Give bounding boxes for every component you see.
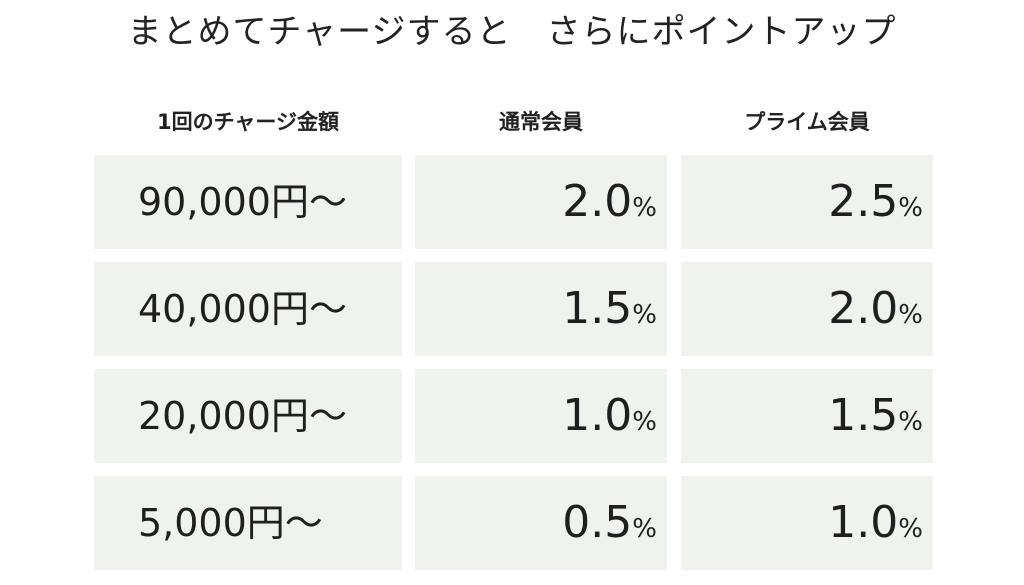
charge-amount-cell: 5,000円〜 <box>94 476 402 570</box>
prime-rate-value: 1.5 <box>828 390 899 441</box>
table-row: 40,000円〜 1.5% 2.0% <box>0 262 1024 356</box>
table-row: 5,000円〜 0.5% 1.0% <box>0 476 1024 570</box>
normal-rate-cell: 1.0% <box>415 369 667 463</box>
charge-amount-cell: 40,000円〜 <box>94 262 402 356</box>
prime-rate-value: 2.0 <box>828 283 899 334</box>
charge-amount-value: 20,000円〜 <box>138 394 347 438</box>
percent-sign: % <box>632 514 657 544</box>
column-header-normal-member: 通常会員 <box>499 110 583 134</box>
prime-rate-cell: 1.0% <box>681 476 933 570</box>
percent-sign: % <box>898 407 923 437</box>
prime-rate-cell: 1.5% <box>681 369 933 463</box>
normal-rate-cell: 2.0% <box>415 155 667 249</box>
prime-rate-value: 1.0 <box>828 497 899 548</box>
prime-rate-cell: 2.0% <box>681 262 933 356</box>
prime-rate-value: 2.5 <box>828 176 899 227</box>
percent-sign: % <box>632 300 657 330</box>
normal-rate-value: 0.5 <box>562 497 633 548</box>
percent-sign: % <box>898 193 923 223</box>
percent-sign: % <box>898 514 923 544</box>
normal-rate-value: 1.5 <box>562 283 633 334</box>
normal-rate-cell: 1.5% <box>415 262 667 356</box>
percent-sign: % <box>632 407 657 437</box>
prime-rate-cell: 2.5% <box>681 155 933 249</box>
charge-amount-value: 40,000円〜 <box>138 287 347 331</box>
column-header-charge-amount: 1回のチャージ金額 <box>157 110 339 134</box>
page-title: まとめてチャージすると さらにポイントアップ <box>127 12 897 52</box>
normal-rate-value: 1.0 <box>562 390 633 441</box>
charge-amount-value: 90,000円〜 <box>138 180 347 224</box>
normal-rate-cell: 0.5% <box>415 476 667 570</box>
charge-amount-cell: 20,000円〜 <box>94 369 402 463</box>
normal-rate-value: 2.0 <box>562 176 633 227</box>
table-row: 90,000円〜 2.0% 2.5% <box>0 155 1024 249</box>
column-header-prime-member: プライム会員 <box>744 110 870 134</box>
charge-amount-cell: 90,000円〜 <box>94 155 402 249</box>
table-row: 20,000円〜 1.0% 1.5% <box>0 369 1024 463</box>
percent-sign: % <box>898 300 923 330</box>
percent-sign: % <box>632 193 657 223</box>
charge-amount-value: 5,000円〜 <box>138 501 323 545</box>
